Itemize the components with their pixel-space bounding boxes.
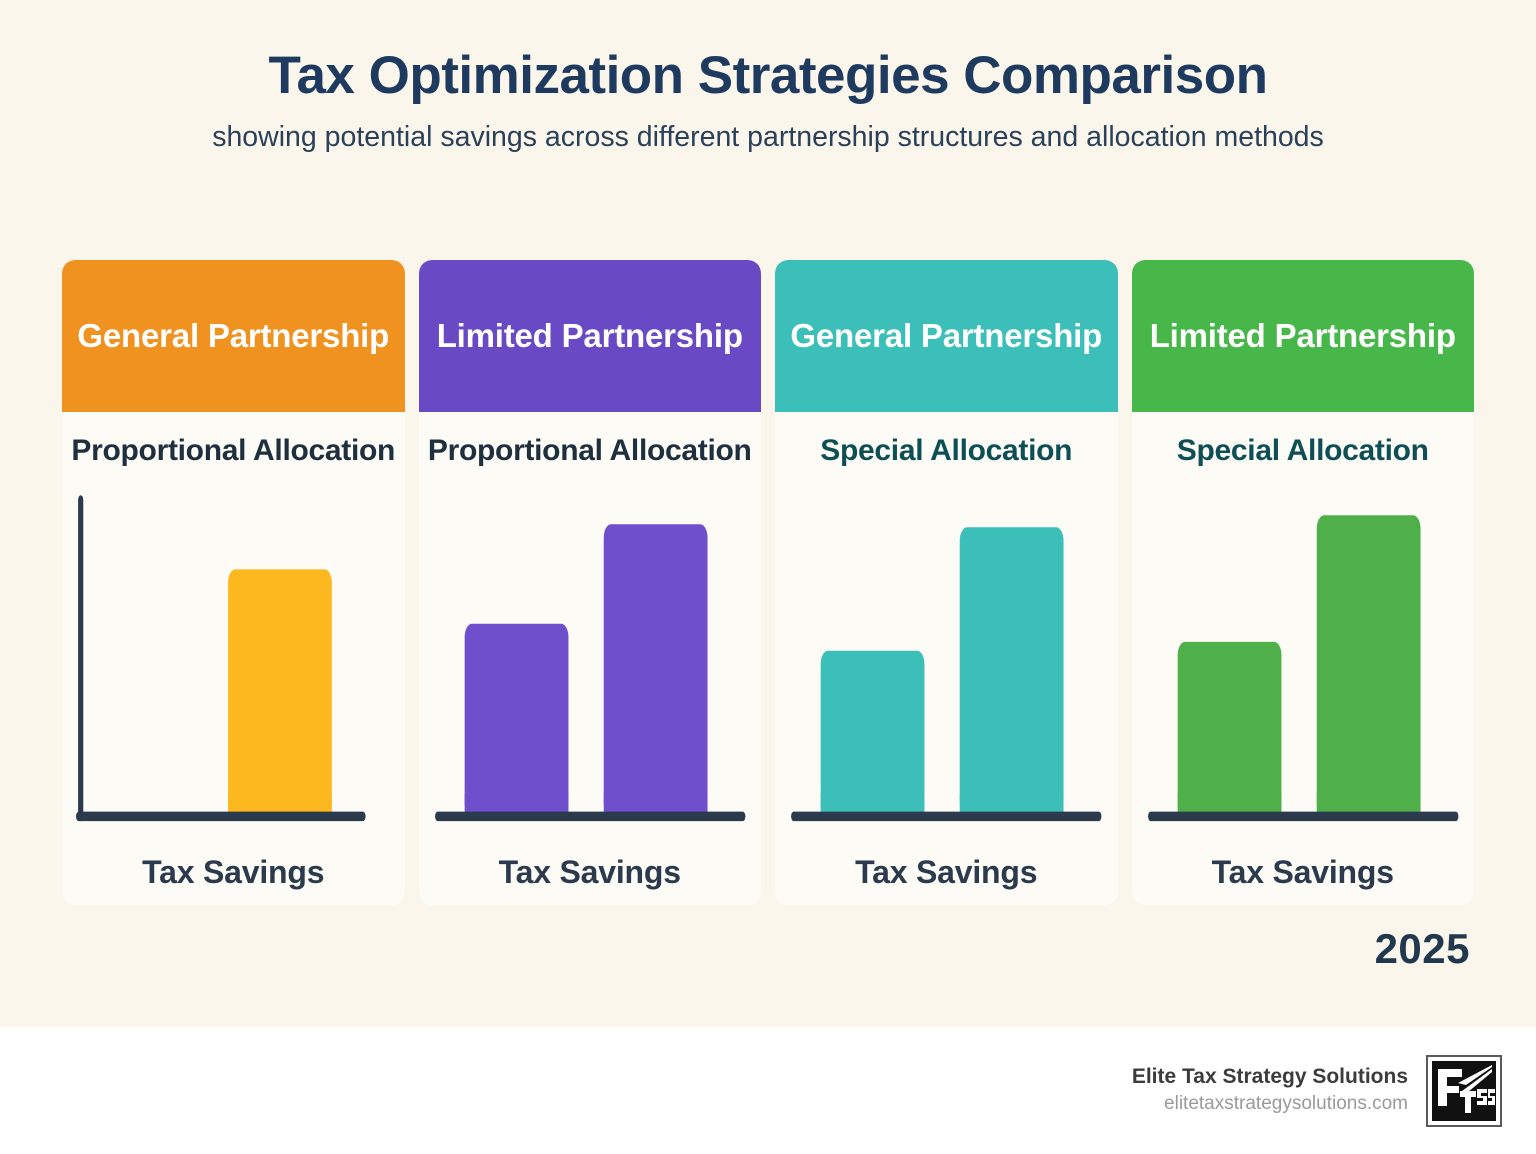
x-axis-label: Tax Savings (1211, 854, 1394, 890)
allocation-method-label: Proportional Allocation (427, 434, 752, 467)
infographic-canvas: Tax Optimization Strategies Comparison s… (0, 46, 1536, 972)
allocation-method-label: Special Allocation (1176, 434, 1429, 467)
partnership-type-label: General Partnership (790, 316, 1103, 354)
strategy-card[interactable]: General Partnership Special Allocation Tax… (775, 260, 1118, 905)
allocation-method-label: Special Allocation (820, 434, 1073, 467)
strategy-card[interactable]: General Partnership Proportional Allocati… (62, 260, 405, 905)
brand-name: Elite Tax Strategy Solutions (1131, 1065, 1408, 1089)
page-subtitle: showing potential savings across differe… (212, 121, 1324, 154)
partnership-type-label: Limited Partnership (1149, 316, 1456, 354)
partnership-type-label: General Partnership (77, 316, 390, 354)
bar-chart (419, 481, 762, 855)
partnership-type-label: Limited Partnership (436, 316, 743, 354)
brand-url: elitetaxstrategysolutions.com (1164, 1093, 1408, 1115)
page-footer: Elite Tax Strategy Solutions elitetaxstr… (0, 1027, 1536, 1154)
x-axis-label: Tax Savings (142, 854, 325, 890)
etss-logo-icon (1426, 1054, 1502, 1127)
year-label: 2025 (1374, 925, 1470, 972)
bar-chart (775, 481, 1118, 855)
page-title: Tax Optimization Strategies Comparison (268, 46, 1268, 105)
x-axis-label: Tax Savings (498, 854, 681, 890)
bar-chart (1132, 481, 1475, 855)
page-header: Tax Optimization Strategies Comparison s… (0, 46, 1536, 157)
allocation-method-label: Proportional Allocation (71, 434, 396, 467)
strategy-card[interactable]: Limited Partnership Proportional Allocati… (418, 260, 762, 905)
card-header: General Partnership (62, 260, 405, 412)
strategy-card-row: General Partnership Proportional Allocati… (62, 260, 1474, 905)
card-header: Limited Partnership (1131, 260, 1474, 412)
bar-chart (62, 481, 405, 855)
footer-text-block: Elite Tax Strategy Solutions elitetaxstr… (1132, 1063, 1408, 1118)
x-axis-label: Tax Savings (855, 854, 1038, 890)
card-header: General Partnership (775, 260, 1118, 412)
strategy-card[interactable]: Limited Partnership Special Allocation Tax… (1131, 260, 1475, 905)
card-header: Limited Partnership (418, 260, 761, 412)
